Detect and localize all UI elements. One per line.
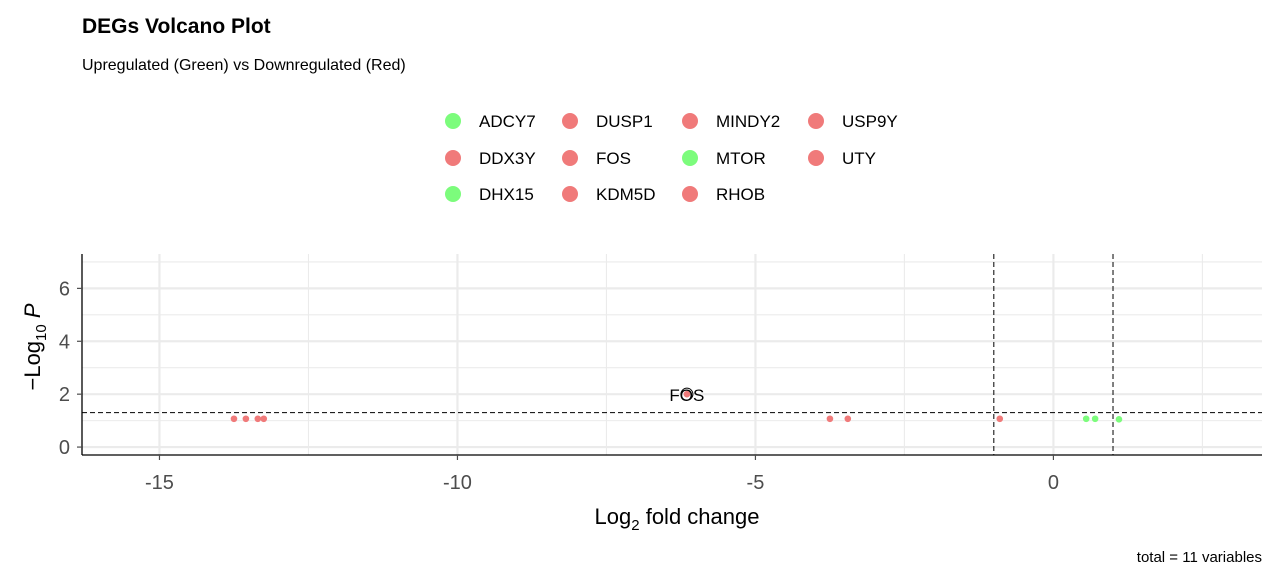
legend-key	[682, 186, 698, 202]
legend-key	[808, 150, 824, 166]
cutoff-lines	[82, 254, 1262, 455]
data-point	[254, 415, 262, 423]
data-point	[230, 415, 238, 423]
legend-label: DUSP1	[596, 112, 653, 131]
legend-label: ADCY7	[479, 112, 536, 131]
legend-key	[682, 150, 698, 166]
y-tick-label: 0	[59, 437, 70, 459]
x-tick-label: 0	[1048, 472, 1059, 494]
legend-key	[445, 186, 461, 202]
data-point-highlight	[680, 387, 694, 401]
data-point	[1115, 415, 1123, 423]
y-tick-label: 4	[59, 331, 70, 353]
legend-label: MINDY2	[716, 112, 780, 131]
legend-key	[562, 150, 578, 166]
x-tick-label: -10	[443, 472, 472, 494]
legend-label: RHOB	[716, 185, 765, 204]
data-point	[683, 390, 691, 398]
data-point	[1091, 415, 1099, 423]
axes: -15 -10 -5 0 0 2 4 6	[59, 254, 1262, 494]
chart-title: DEGs Volcano Plot	[82, 15, 271, 38]
legend-key	[445, 150, 461, 166]
legend-label: DDX3Y	[479, 149, 536, 168]
x-tick-label: -15	[145, 472, 174, 494]
y-tick-label: 2	[59, 384, 70, 406]
y-axis-title: −Log10 P	[20, 303, 50, 390]
data-points: FOS	[230, 386, 1123, 423]
chart-subtitle: Upregulated (Green) vs Downregulated (Re…	[82, 57, 406, 74]
legend-key	[445, 113, 461, 129]
data-point	[844, 415, 852, 423]
data-point	[996, 415, 1004, 423]
data-point	[242, 415, 250, 423]
legend-key	[808, 113, 824, 129]
data-point	[1082, 415, 1090, 423]
legend-label: KDM5D	[596, 185, 656, 204]
legend-label: DHX15	[479, 185, 534, 204]
x-tick-label: -5	[747, 472, 765, 494]
legend: ADCY7 DDX3Y DHX15 DUSP1 FOS KDM5D MINDY2 MTOR RH…	[445, 112, 898, 204]
legend-key	[562, 186, 578, 202]
y-tick-label: 6	[59, 278, 70, 300]
legend-label: USP9Y	[842, 112, 898, 131]
data-point	[260, 415, 268, 423]
x-axis-title: Log2 fold change	[595, 504, 760, 534]
grid	[82, 254, 1262, 455]
legend-key	[682, 113, 698, 129]
legend-label: FOS	[596, 149, 631, 168]
data-point	[826, 415, 834, 423]
chart-caption: total = 11 variables	[1136, 549, 1262, 566]
legend-key	[562, 113, 578, 129]
legend-label: MTOR	[716, 149, 766, 168]
data-point-label: FOS	[669, 386, 704, 405]
legend-label: UTY	[842, 149, 876, 168]
